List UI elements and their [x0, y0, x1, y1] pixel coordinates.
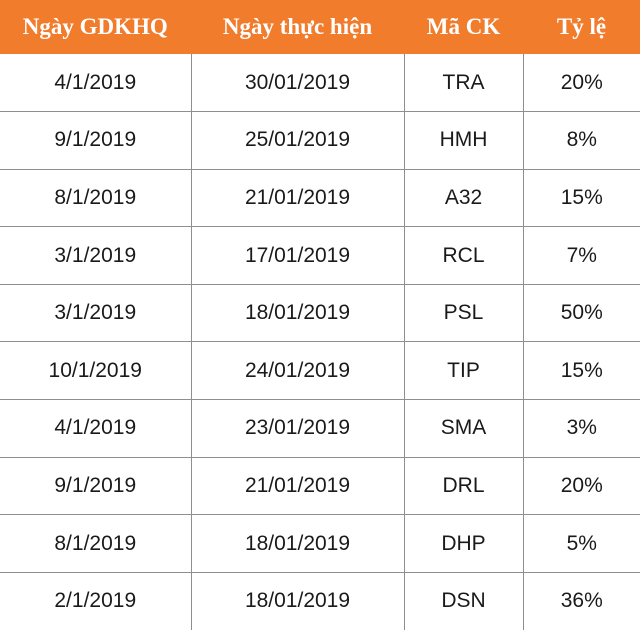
ratio-cell: 20%: [522, 456, 640, 515]
execution-date-cell: 21/01/2019: [190, 168, 404, 227]
execution-date-cell: 25/01/2019: [190, 111, 404, 170]
ratio-cell: 36%: [522, 571, 640, 630]
ratio-cell: 50%: [522, 283, 640, 342]
ex-rights-date-cell: 3/1/2019: [0, 226, 191, 285]
header-ratio: Tỷ lệ: [523, 0, 640, 54]
stock-code-cell: SMA: [403, 399, 523, 458]
ex-rights-date-cell: 4/1/2019: [0, 399, 191, 458]
table-row: 8/1/2019 21/01/2019 A32 15%: [0, 168, 640, 227]
stock-code-cell: TRA: [403, 54, 523, 112]
ex-rights-date-cell: 9/1/2019: [0, 456, 191, 515]
table-row: 3/1/2019 17/01/2019 RCL 7%: [0, 226, 640, 285]
execution-date-cell: 23/01/2019: [190, 399, 404, 458]
execution-date-cell: 17/01/2019: [190, 226, 404, 285]
ratio-cell: 5%: [522, 514, 640, 573]
table-row: 2/1/2019 18/01/2019 DSN 36%: [0, 571, 640, 630]
stock-code-cell: HMH: [403, 111, 523, 170]
execution-date-cell: 18/01/2019: [190, 571, 404, 630]
table-header: Ngày GDKHQ Ngày thực hiện Mã CK Tỷ lệ: [0, 0, 640, 54]
ex-rights-date-cell: 8/1/2019: [0, 168, 191, 227]
execution-date-cell: 18/01/2019: [190, 283, 404, 342]
header-ex-rights-date: Ngày GDKHQ: [0, 0, 192, 54]
stock-code-cell: A32: [403, 168, 523, 227]
header-stock-code: Mã CK: [404, 0, 524, 54]
ex-rights-date-cell: 4/1/2019: [54, 70, 137, 94]
ex-rights-date-cell: 2/1/2019: [0, 571, 191, 630]
table-row: 8/1/2019 18/01/2019 DHP 5%: [0, 514, 640, 573]
stock-code-cell: PSL: [403, 283, 523, 342]
ratio-cell: 15%: [522, 168, 640, 227]
table-row: 3/1/2019 18/01/2019 PSL 50%: [0, 283, 640, 342]
ex-rights-date-cell: 9/1/2019: [0, 111, 191, 170]
execution-date-cell: 24/01/2019: [190, 341, 404, 400]
stock-code-cell: RCL: [403, 226, 523, 285]
ex-rights-date-cell: 10/1/2019: [0, 341, 191, 400]
table-row: 10/1/2019 24/01/2019 TIP 15%: [0, 341, 640, 400]
ratio-cell: 8%: [522, 111, 640, 170]
header-execution-date: Ngày thực hiện: [191, 0, 405, 54]
ex-rights-date-cell: 8/1/2019: [0, 514, 191, 573]
table-row: 4/1/2019 23/01/2019 SMA 3%: [0, 399, 640, 458]
header-row: Ngày GDKHQ Ngày thực hiện Mã CK Tỷ lệ: [0, 0, 640, 54]
stock-code-cell: DSN: [403, 571, 523, 630]
ratio-cell: 20%: [522, 54, 640, 112]
table-body: 4/1/2019 30/01/2019 TRA 20% 9/1/2019 25/…: [0, 54, 640, 630]
stock-code-cell: DHP: [403, 514, 523, 573]
table-row: 4/1/2019 30/01/2019 TRA 20%: [0, 54, 640, 112]
ratio-cell: 3%: [522, 399, 640, 458]
stock-code-cell: TIP: [403, 341, 523, 400]
table-row: 9/1/2019 21/01/2019 DRL 20%: [0, 456, 640, 515]
ratio-cell: 15%: [522, 341, 640, 400]
execution-date-cell: 21/01/2019: [190, 456, 404, 515]
stock-code-cell: DRL: [403, 456, 523, 515]
execution-date-cell: 30/01/2019: [190, 54, 404, 112]
execution-date-cell: 18/01/2019: [190, 514, 404, 573]
ex-rights-date-cell: 3/1/2019: [0, 283, 191, 342]
table-row: 9/1/2019 25/01/2019 HMH 8%: [0, 111, 640, 170]
ratio-cell: 7%: [522, 226, 640, 285]
